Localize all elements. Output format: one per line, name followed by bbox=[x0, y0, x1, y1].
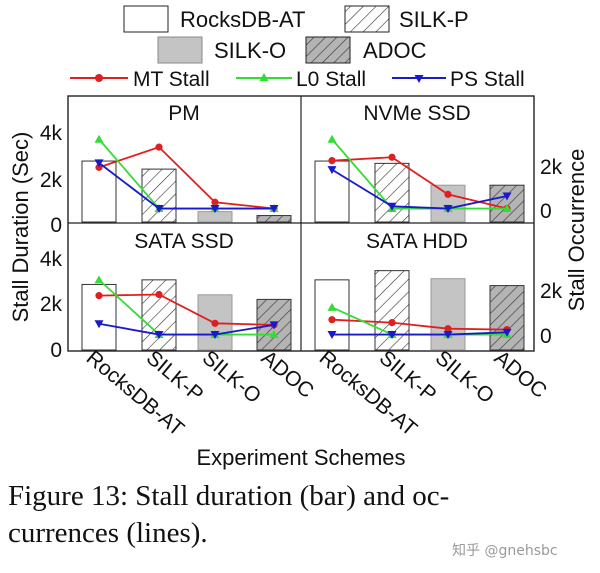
marker-ps-stall-nvme-ssd-silk-p bbox=[387, 202, 397, 211]
x-tick-label-sata-hdd-adoc: ADOC bbox=[490, 346, 551, 403]
bar-pm-rocksdb-at bbox=[81, 160, 117, 223]
marker-ps-stall-sata-hdd-rocksdb-at bbox=[327, 331, 337, 340]
marker-ps-stall-sata-hdd-silk-o bbox=[443, 331, 453, 340]
x-tick-label-sata-hdd-silk-o: SILK-O bbox=[431, 346, 499, 408]
marker-ps-stall-sata-hdd-adoc bbox=[502, 328, 512, 337]
marker-mt-stall-sata-hdd-silk-p bbox=[388, 319, 396, 327]
panel-title-pm: PM bbox=[168, 102, 200, 125]
marker-mt-stall-sata-hdd-rocksdb-at bbox=[328, 316, 336, 324]
line-ps-stall-pm bbox=[98, 162, 274, 210]
line-ps-stall-sata-ssd bbox=[98, 322, 275, 336]
legend-marker-l0 bbox=[259, 73, 269, 81]
panel-title-nvme-ssd: NVMe SSD bbox=[363, 102, 470, 125]
marker-ps-stall-sata-ssd-silk-p bbox=[154, 331, 164, 340]
legend-label-silk-p: SILK-P bbox=[399, 7, 469, 32]
marker-mt-stall-sata-ssd-rocksdb-at bbox=[95, 292, 103, 300]
marker-ps-stall-nvme-ssd-adoc bbox=[502, 192, 512, 201]
legend-marker-mt bbox=[95, 74, 103, 82]
bar-sata-ssd-silk-p bbox=[141, 279, 177, 351]
panel-title-sata-hdd: SATA HDD bbox=[366, 230, 468, 253]
chart-marks: RocksDB-ATSILK-PSILK-OADOCRocksDB-ATSILK… bbox=[81, 134, 551, 441]
y-axis-title-left: Stall Duration (Sec) bbox=[8, 132, 33, 323]
y-tick-top-4k: 4k bbox=[40, 122, 63, 145]
marker-ps-stall-sata-ssd-silk-o bbox=[210, 331, 220, 340]
y2-tick-bottom-0: 0 bbox=[540, 325, 552, 348]
legend-swatch-silk-o bbox=[157, 36, 203, 64]
line-mt-stall-sata-ssd bbox=[98, 293, 275, 326]
bar-sata-hdd-adoc bbox=[489, 285, 525, 351]
marker-ps-stall-sata-hdd-silk-p bbox=[387, 331, 397, 340]
legend-swatch-rocksdb-at bbox=[123, 5, 169, 33]
bar-nvme-ssd-silk-p bbox=[374, 162, 410, 223]
marker-mt-stall-pm-silk-p bbox=[155, 143, 163, 151]
bar-sata-hdd-rocksdb-at bbox=[314, 279, 350, 351]
marker-ps-stall-pm-adoc bbox=[269, 205, 279, 214]
y-tick-bottom-4k: 4k bbox=[40, 248, 63, 271]
bar-pm-silk-o bbox=[197, 211, 233, 223]
panel-title-sata-ssd: SATA SSD bbox=[134, 230, 234, 253]
y-tick-top-2k: 2k bbox=[40, 169, 63, 192]
y-tick-top-0: 0 bbox=[50, 214, 62, 237]
legend: RocksDB-AT SILK-P SILK-O ADOC MT Stall L… bbox=[70, 5, 525, 91]
legend-label-adoc: ADOC bbox=[363, 38, 427, 63]
y-tick-bottom-2k: 2k bbox=[40, 293, 63, 316]
y-tick-bottom-0: 0 bbox=[50, 339, 62, 362]
bar-nvme-ssd-adoc bbox=[489, 184, 525, 223]
stall-chart-figure: RocksDB-AT SILK-P SILK-O ADOC MT Stall L… bbox=[8, 5, 589, 470]
bar-sata-hdd-silk-o bbox=[430, 278, 466, 351]
marker-mt-stall-sata-hdd-silk-o bbox=[444, 325, 452, 333]
line-ps-stall-sata-hdd bbox=[332, 331, 508, 336]
figure-caption: Figure 13: Stall duration (bar) and oc- … bbox=[8, 478, 596, 552]
caption-line-2: currences (lines). bbox=[8, 517, 208, 549]
legend-label-rocksdb-at: RocksDB-AT bbox=[180, 7, 306, 32]
marker-ps-stall-pm-silk-p bbox=[154, 205, 164, 214]
y-axis-title-right: Stall Occurrence bbox=[564, 149, 589, 312]
marker-mt-stall-pm-silk-o bbox=[211, 198, 219, 206]
marker-ps-stall-pm-rocksdb-at bbox=[94, 159, 104, 168]
marker-mt-stall-nvme-ssd-silk-p bbox=[388, 153, 396, 161]
marker-mt-stall-sata-ssd-silk-o bbox=[211, 319, 219, 327]
legend-swatch-silk-p bbox=[344, 5, 390, 33]
marker-ps-stall-sata-ssd-adoc bbox=[269, 321, 279, 330]
y2-tick-top-2k: 2k bbox=[540, 156, 563, 179]
marker-ps-stall-pm-silk-o bbox=[210, 205, 220, 214]
marker-ps-stall-sata-ssd-rocksdb-at bbox=[94, 320, 104, 329]
line-mt-stall-sata-hdd bbox=[331, 318, 508, 331]
marker-mt-stall-sata-ssd-silk-p bbox=[155, 290, 163, 299]
marker-ps-stall-nvme-ssd-silk-o bbox=[443, 205, 453, 214]
bar-pm-adoc bbox=[256, 215, 292, 223]
caption-line-1: Figure 13: Stall duration (bar) and oc- bbox=[8, 480, 450, 512]
legend-marker-ps bbox=[414, 75, 424, 83]
line-ps-stall-nvme-ssd bbox=[331, 168, 508, 210]
y2-tick-top-0: 0 bbox=[540, 200, 552, 223]
marker-l0-stall-nvme-ssd-rocksdb-at bbox=[327, 134, 337, 143]
marker-l0-stall-nvme-ssd-adoc bbox=[502, 204, 512, 213]
bar-nvme-ssd-silk-o bbox=[430, 184, 466, 223]
marker-l0-stall-sata-ssd-rocksdb-at bbox=[94, 275, 104, 284]
legend-label-mt: MT Stall bbox=[133, 68, 210, 91]
legend-label-ps: PS Stall bbox=[450, 68, 525, 91]
marker-l0-stall-sata-hdd-rocksdb-at bbox=[327, 302, 337, 311]
legend-swatch-adoc bbox=[305, 36, 351, 64]
marker-ps-stall-nvme-ssd-rocksdb-at bbox=[327, 166, 337, 175]
legend-label-l0: L0 Stall bbox=[296, 68, 366, 91]
legend-label-silk-o: SILK-O bbox=[214, 38, 286, 63]
x-axis-title: Experiment Schemes bbox=[196, 445, 405, 470]
marker-l0-stall-pm-rocksdb-at bbox=[94, 134, 104, 143]
y2-tick-bottom-2k: 2k bbox=[540, 280, 563, 303]
x-tick-label-sata-ssd-adoc: ADOC bbox=[257, 346, 318, 403]
marker-mt-stall-nvme-ssd-rocksdb-at bbox=[328, 157, 336, 165]
marker-l0-stall-sata-ssd-adoc bbox=[269, 330, 279, 339]
line-mt-stall-pm bbox=[98, 146, 275, 210]
x-tick-label-sata-ssd-silk-o: SILK-O bbox=[198, 346, 266, 408]
marker-mt-stall-nvme-ssd-silk-o bbox=[444, 190, 452, 198]
watermark: 知乎 @gnehsbc bbox=[452, 543, 558, 559]
line-l0-stall-nvme-ssd bbox=[331, 138, 507, 210]
line-l0-stall-sata-ssd bbox=[98, 279, 274, 336]
